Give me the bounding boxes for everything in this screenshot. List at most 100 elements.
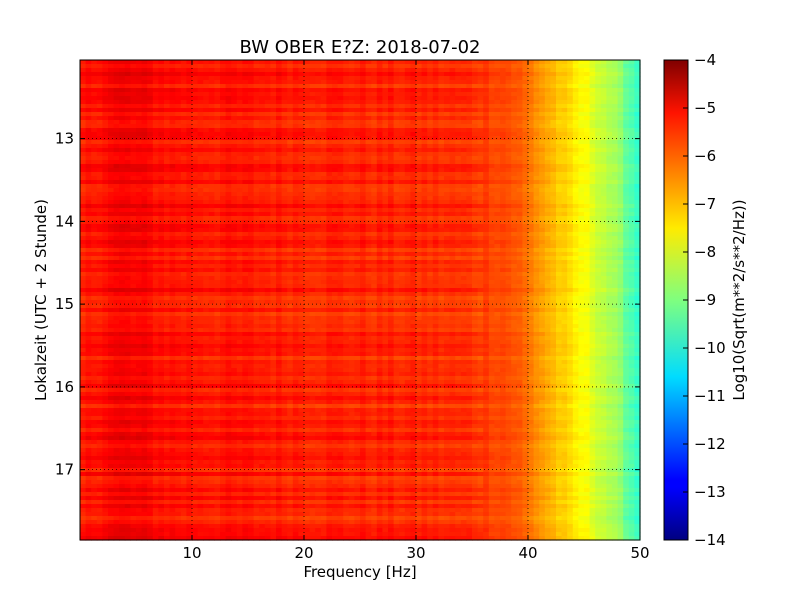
heatmap-cell <box>292 184 299 189</box>
heatmap-cell <box>180 92 187 97</box>
heatmap-cell <box>382 172 389 177</box>
heatmap-cell <box>108 152 115 157</box>
heatmap-cell <box>612 152 619 157</box>
heatmap-cell <box>360 132 367 137</box>
heatmap-cell <box>169 212 176 217</box>
heatmap-cell <box>85 132 92 137</box>
heatmap-cell <box>460 72 467 77</box>
heatmap-cell <box>505 204 512 209</box>
heatmap-cell <box>124 200 131 205</box>
heatmap-cell <box>186 240 193 245</box>
heatmap-cell <box>483 116 490 121</box>
heatmap-cell <box>533 248 540 253</box>
heatmap-cell <box>416 168 423 173</box>
heatmap-cell <box>315 252 322 257</box>
heatmap-cell <box>270 88 277 93</box>
heatmap-cell <box>141 128 148 133</box>
heatmap-cell <box>225 172 232 177</box>
heatmap-cell <box>612 160 619 165</box>
heatmap-cell <box>186 88 193 93</box>
heatmap-cell <box>561 104 568 109</box>
heatmap-cell <box>466 220 473 225</box>
heatmap-cell <box>567 192 574 197</box>
heatmap-cell <box>466 188 473 193</box>
heatmap-cell <box>634 192 641 197</box>
heatmap-cell <box>410 144 417 149</box>
heatmap-cell <box>634 184 641 189</box>
heatmap-cell <box>628 168 635 173</box>
heatmap-cell <box>623 180 630 185</box>
heatmap-cell <box>320 84 327 89</box>
heatmap-cell <box>421 144 428 149</box>
heatmap-cell <box>130 200 137 205</box>
heatmap-cell <box>567 76 574 81</box>
heatmap-cell <box>444 208 451 213</box>
heatmap-cell <box>460 88 467 93</box>
heatmap-cell <box>152 116 159 121</box>
heatmap-cell <box>242 152 249 157</box>
heatmap-cell <box>438 60 445 65</box>
heatmap-cell <box>561 124 568 129</box>
heatmap-cell <box>466 244 473 249</box>
heatmap-cell <box>522 100 529 105</box>
heatmap-cell <box>203 212 210 217</box>
heatmap-cell <box>108 80 115 85</box>
heatmap-cell <box>248 128 255 133</box>
heatmap-cell <box>578 68 585 73</box>
heatmap-cell <box>488 64 495 69</box>
heatmap-cell <box>388 152 395 157</box>
heatmap-cell <box>102 248 109 253</box>
heatmap-cell <box>556 188 563 193</box>
heatmap-cell <box>264 196 271 201</box>
heatmap-cell <box>208 172 215 177</box>
heatmap-cell <box>600 204 607 209</box>
heatmap-cell <box>91 164 98 169</box>
heatmap-cell <box>589 60 596 65</box>
heatmap-cell <box>460 60 467 65</box>
heatmap-cell <box>500 164 507 169</box>
heatmap-cell <box>141 248 148 253</box>
heatmap-cell <box>85 184 92 189</box>
heatmap-cell <box>600 236 607 241</box>
heatmap-cell <box>348 244 355 249</box>
heatmap-cell <box>85 140 92 145</box>
heatmap-cell <box>175 116 182 121</box>
heatmap-cell <box>528 252 535 257</box>
heatmap-cell <box>544 232 551 237</box>
heatmap-cell <box>589 64 596 69</box>
heatmap-cell <box>488 112 495 117</box>
heatmap-cell <box>320 248 327 253</box>
heatmap-cell <box>404 80 411 85</box>
heatmap-cell <box>320 196 327 201</box>
heatmap-cell <box>533 76 540 81</box>
heatmap-cell <box>332 104 339 109</box>
heatmap-cell <box>449 96 456 101</box>
heatmap-cell <box>578 200 585 205</box>
heatmap-cell <box>332 156 339 161</box>
heatmap-cell <box>348 96 355 101</box>
heatmap-cell <box>466 212 473 217</box>
heatmap-cell <box>522 180 529 185</box>
heatmap-cell <box>617 132 624 137</box>
heatmap-cell <box>427 64 434 69</box>
heatmap-cell <box>455 216 462 221</box>
chart-title: BW OBER E?Z: 2018-07-02 <box>240 37 481 58</box>
heatmap-cell <box>304 224 311 229</box>
heatmap-cell <box>404 64 411 69</box>
heatmap-cell <box>600 172 607 177</box>
heatmap-cell <box>108 108 115 113</box>
heatmap-cell <box>136 92 143 97</box>
heatmap-cell <box>281 76 288 81</box>
heatmap-cell <box>147 144 154 149</box>
heatmap-cell <box>164 108 171 113</box>
heatmap-cell <box>236 236 243 241</box>
heatmap-cell <box>595 132 602 137</box>
heatmap-cell <box>561 148 568 153</box>
heatmap-cell <box>231 120 238 125</box>
heatmap-cell <box>567 80 574 85</box>
heatmap-cell <box>449 140 456 145</box>
heatmap-cell <box>477 176 484 181</box>
heatmap-cell <box>292 212 299 217</box>
heatmap-cell <box>326 112 333 117</box>
heatmap-cell <box>589 104 596 109</box>
